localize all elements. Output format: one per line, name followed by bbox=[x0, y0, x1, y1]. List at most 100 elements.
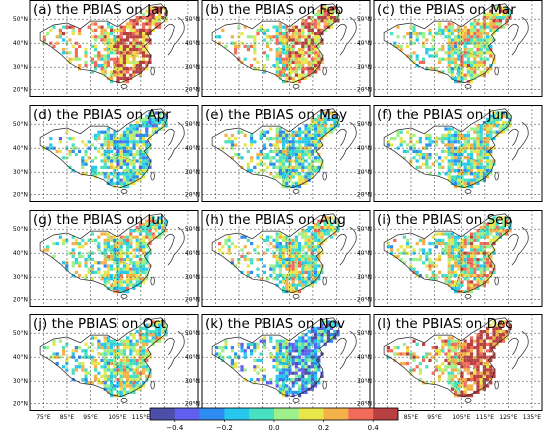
lat-tick-label: 40°N bbox=[185, 145, 200, 152]
colorbar-tick-label: 0.4 bbox=[368, 424, 380, 432]
lat-tick-label: 50°N bbox=[185, 226, 200, 233]
lat-tick-label: 50°N bbox=[357, 330, 372, 337]
map-panel-jun: (f) the PBIAS on Jun 50°N 40°N 30°N 20°N bbox=[357, 105, 543, 202]
lon-tick-label: 125°E bbox=[499, 414, 517, 421]
panel-title: (f) the PBIAS on Jun bbox=[377, 107, 509, 123]
lat-tick-label: 20°N bbox=[185, 86, 200, 93]
lat-tick-label: 20°N bbox=[13, 296, 28, 303]
map-panel-mar: (c) the PBIAS on Mar 50°N 40°N 30°N 20°N bbox=[357, 0, 543, 97]
lat-tick-label: 30°N bbox=[13, 274, 28, 281]
lat-tick-label: 40°N bbox=[357, 354, 372, 361]
panel-title: (b) the PBIAS on Feb bbox=[205, 2, 343, 18]
lat-tick-label: 50°N bbox=[357, 121, 372, 128]
lat-tick-label: 20°N bbox=[357, 191, 372, 198]
lat-tick-label: 30°N bbox=[357, 64, 372, 71]
lat-tick-label: 20°N bbox=[357, 400, 372, 407]
lat-tick-label: 40°N bbox=[185, 354, 200, 361]
colorbar-segment bbox=[274, 408, 300, 420]
colorbar-segment bbox=[224, 408, 250, 420]
lat-tick-label: 20°N bbox=[185, 191, 200, 198]
lon-tick-label: 85°E bbox=[404, 414, 419, 421]
lon-tick-label: 115°E bbox=[132, 414, 150, 421]
lat-tick-label: 20°N bbox=[185, 400, 200, 407]
lat-tick-label: 50°N bbox=[357, 226, 372, 233]
lat-tick-label: 40°N bbox=[357, 40, 372, 47]
map-panel-apr: (d) the PBIAS on Apr 50°N 40°N 30°N 20°N bbox=[13, 105, 199, 202]
lat-tick-label: 30°N bbox=[185, 378, 200, 385]
map-panel-dec: (l) the PBIAS on Dec50°N40°N30°N20°N75°E… bbox=[357, 314, 543, 421]
china-outline bbox=[39, 108, 169, 188]
lat-tick-label: 30°N bbox=[357, 169, 372, 176]
lat-tick-label: 50°N bbox=[13, 121, 28, 128]
lon-tick-label: 95°E bbox=[427, 414, 442, 421]
map-panel-sep: (i) the PBIAS on Sep 50°N 40°N 30°N 20°N bbox=[357, 210, 543, 307]
lat-tick-label: 40°N bbox=[13, 250, 28, 257]
colorbar-segment bbox=[298, 408, 324, 420]
lat-tick-label: 40°N bbox=[13, 145, 28, 152]
lat-tick-label: 30°N bbox=[357, 378, 372, 385]
colorbar-segment bbox=[174, 408, 200, 420]
panel-title: (e) the PBIAS on May bbox=[205, 107, 347, 123]
colorbar-segment bbox=[348, 408, 374, 420]
lat-tick-label: 40°N bbox=[357, 145, 372, 152]
panel-title: (k) the PBIAS on Nov bbox=[205, 316, 345, 332]
china-outline bbox=[39, 3, 169, 83]
lat-tick-label: 40°N bbox=[13, 354, 28, 361]
map-panel-aug: (h) the PBIAS on Aug 50°N 40°N 30°N 20°N bbox=[185, 210, 371, 307]
lat-tick-label: 50°N bbox=[185, 121, 200, 128]
lat-tick-label: 40°N bbox=[185, 40, 200, 47]
china-outline bbox=[211, 213, 341, 293]
colorbar-segment bbox=[199, 408, 225, 420]
map-panel-may: (e) the PBIAS on May 50°N 40°N 30°N 20°N bbox=[185, 105, 371, 202]
map-panel-jan: (a) the PBIAS on Jan 50°N 40°N 30°N 20°N bbox=[13, 0, 199, 97]
lon-tick-label: 75°E bbox=[36, 414, 51, 421]
lat-tick-label: 40°N bbox=[13, 40, 28, 47]
china-outline bbox=[211, 108, 341, 188]
panel-title: (g) the PBIAS on Jul bbox=[33, 212, 164, 228]
lat-tick-label: 20°N bbox=[357, 86, 372, 93]
colorbar-tick-label: −0.2 bbox=[216, 424, 233, 432]
lat-tick-label: 50°N bbox=[185, 16, 200, 23]
lat-tick-label: 40°N bbox=[185, 250, 200, 257]
lon-tick-label: 105°E bbox=[108, 414, 126, 421]
map-panel-oct: (j) the PBIAS on Oct 50°N 40°N 30°N 20°N 75°E… bbox=[13, 314, 199, 421]
china-outline bbox=[39, 317, 169, 397]
colorbar-segment bbox=[249, 408, 275, 420]
lat-tick-label: 20°N bbox=[13, 86, 28, 93]
lat-tick-label: 20°N bbox=[13, 191, 28, 198]
china-outline bbox=[383, 3, 513, 83]
panel-title: (i) the PBIAS on Sep bbox=[377, 212, 512, 228]
lat-tick-label: 30°N bbox=[13, 64, 28, 71]
colorbar-segment bbox=[323, 408, 349, 420]
lon-tick-label: 105°E bbox=[452, 414, 470, 421]
lat-tick-label: 20°N bbox=[185, 296, 200, 303]
colorbar-segment bbox=[150, 408, 176, 420]
lon-tick-label: 85°E bbox=[60, 414, 75, 421]
china-outline bbox=[211, 3, 341, 83]
lat-tick-label: 50°N bbox=[13, 330, 28, 337]
lon-tick-label: 95°E bbox=[83, 414, 98, 421]
china-outline bbox=[383, 213, 513, 293]
lat-tick-label: 50°N bbox=[185, 330, 200, 337]
colorbar: −0.4 −0.2 0.0 0.2 0.4 bbox=[149, 407, 399, 432]
panel-title: (h) the PBIAS on Aug bbox=[205, 212, 346, 228]
lat-tick-label: 50°N bbox=[13, 226, 28, 233]
lat-tick-label: 50°N bbox=[357, 16, 372, 23]
panel-title: (j) the PBIAS on Oct bbox=[33, 316, 166, 332]
map-panel-nov: (k) the PBIAS on Nov50°N40°N30°N20°N75°E… bbox=[185, 314, 371, 421]
colorbar-tick-label: 0.0 bbox=[268, 424, 279, 432]
panel-title: (a) the PBIAS on Jan bbox=[33, 2, 168, 18]
lon-tick-label: 135°E bbox=[523, 414, 541, 421]
lat-tick-label: 20°N bbox=[13, 400, 28, 407]
lat-tick-label: 20°N bbox=[357, 296, 372, 303]
lat-tick-label: 30°N bbox=[13, 378, 28, 385]
china-outline bbox=[383, 108, 513, 188]
colorbar-tick-label: 0.2 bbox=[318, 424, 329, 432]
lat-tick-label: 30°N bbox=[13, 169, 28, 176]
panel-title: (l) the PBIAS on Dec bbox=[377, 316, 513, 332]
map-panel-jul: (g) the PBIAS on Jul 50°N 40°N 30°N 20°N bbox=[13, 210, 199, 307]
lat-tick-label: 30°N bbox=[185, 64, 200, 71]
colorbar-segment bbox=[373, 408, 399, 420]
colorbar-tick-label: −0.4 bbox=[166, 424, 184, 432]
